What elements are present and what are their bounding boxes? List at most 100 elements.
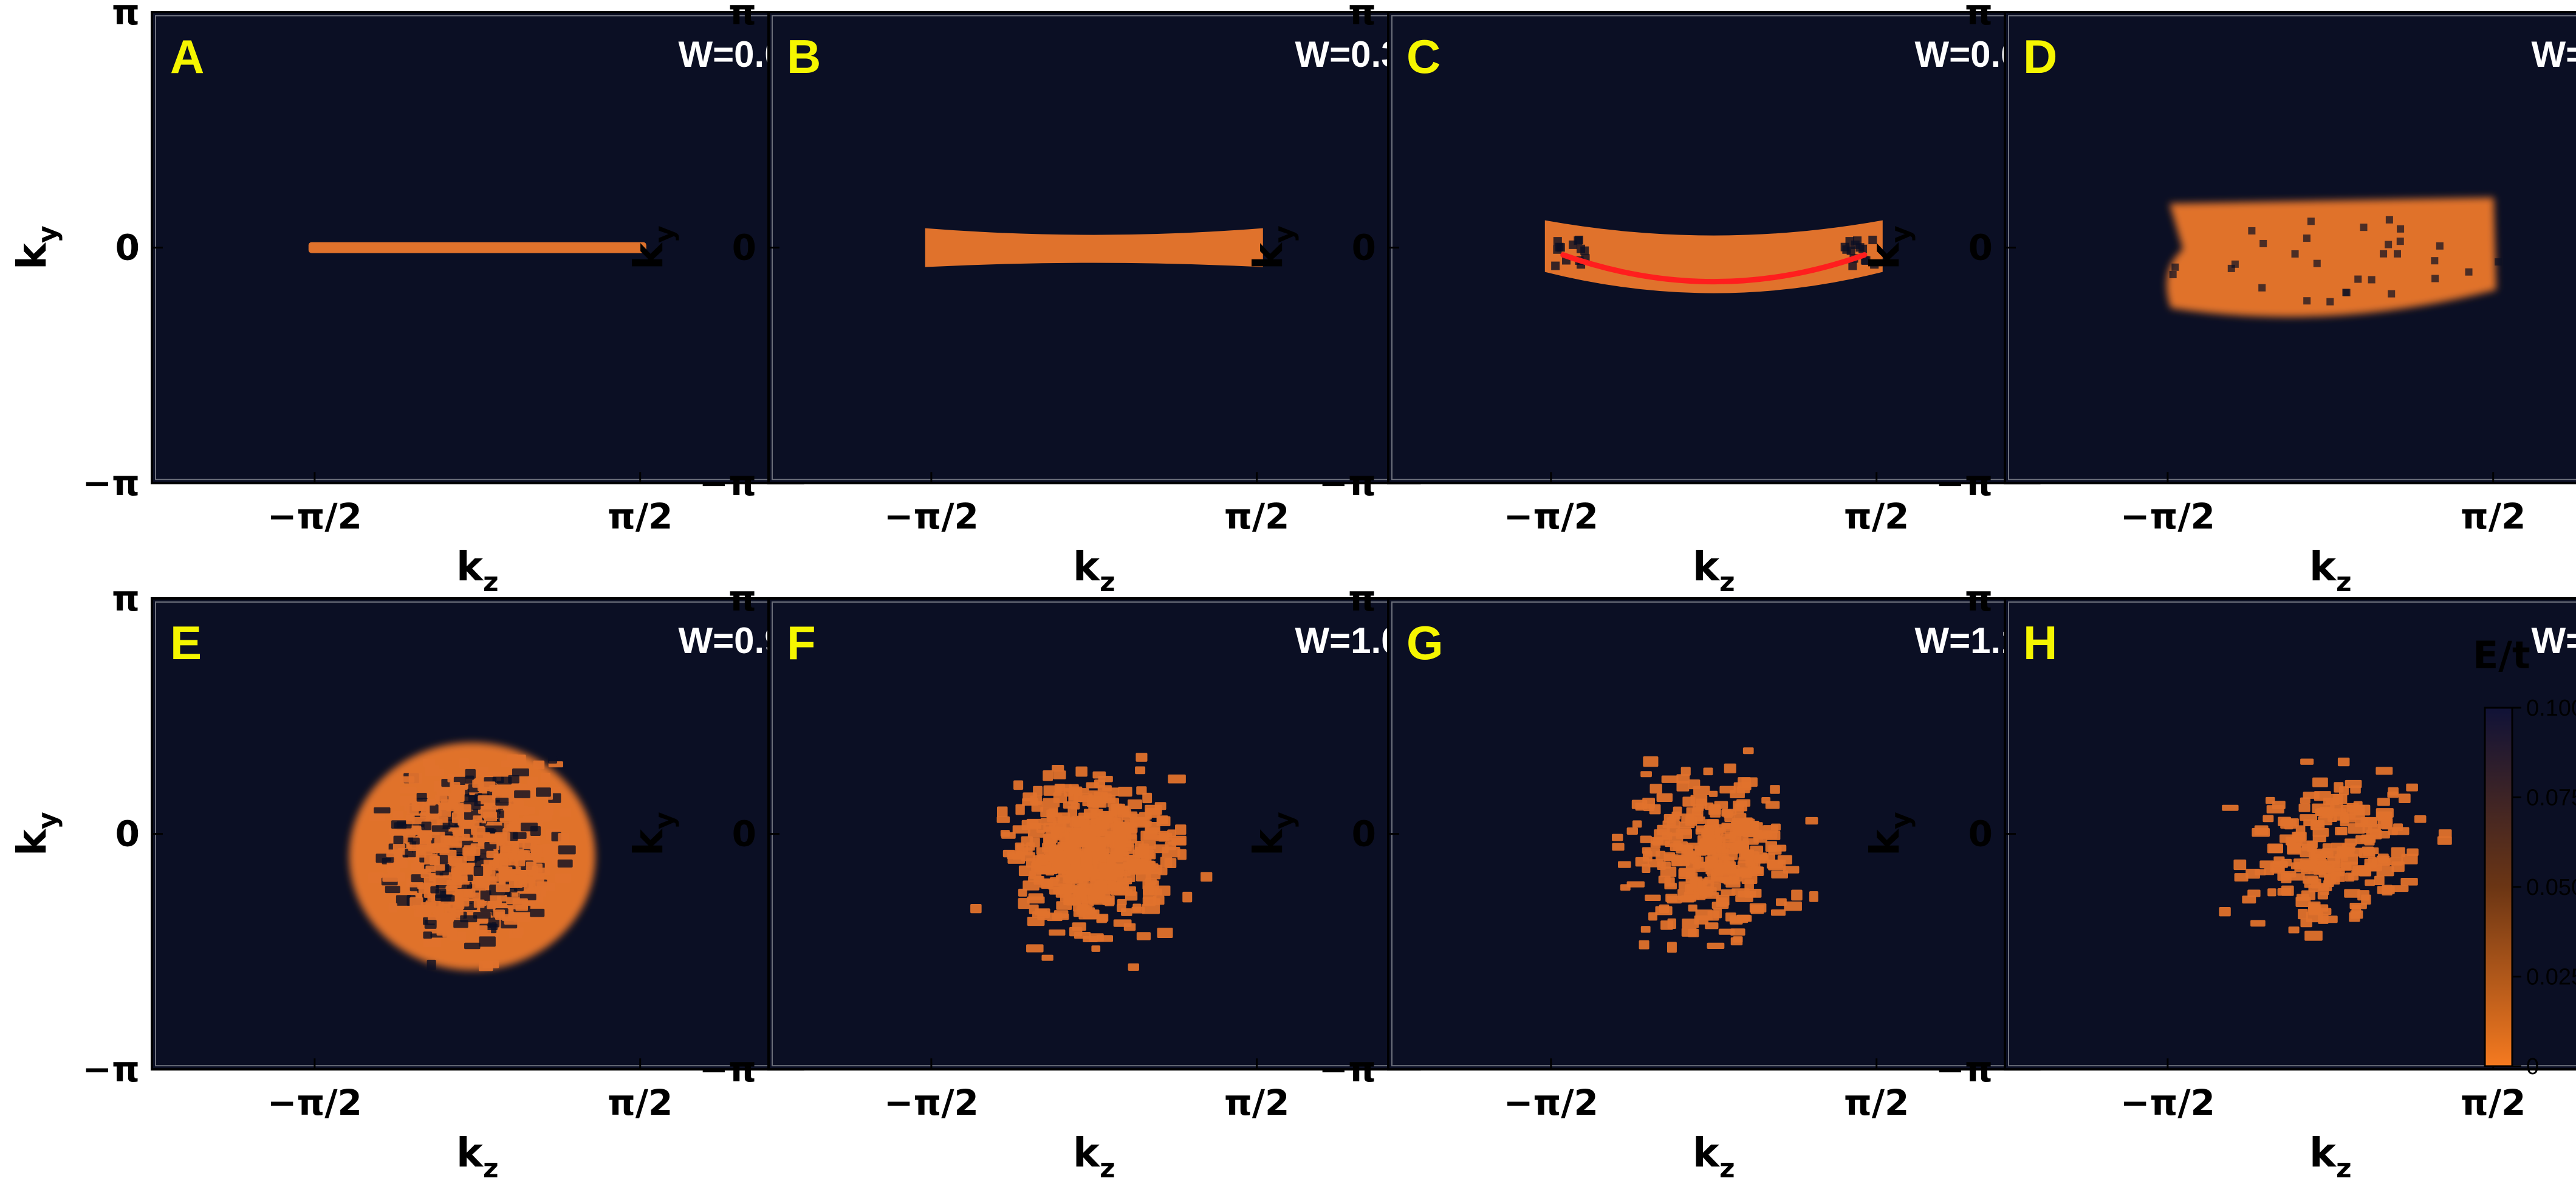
state-cell [2340, 863, 2352, 871]
state-cell [1744, 889, 1762, 898]
state-cell [393, 835, 403, 844]
state-cell [1015, 804, 1025, 815]
y-tick-label: 0 [115, 227, 140, 269]
state-cell [558, 833, 570, 843]
gap-cell [2368, 276, 2376, 284]
state-cell [514, 790, 530, 798]
panel-w-label: W=0.6 [1915, 34, 2021, 75]
state-cell [495, 832, 510, 843]
state-map [1612, 747, 1818, 953]
state-cell [1744, 879, 1754, 890]
state-cell [1031, 860, 1041, 869]
state-cell [386, 861, 400, 872]
state-cell [2377, 798, 2390, 806]
y-axis-label: ky [9, 225, 63, 270]
x-tick-label: −π/2 [1504, 496, 1598, 537]
state-cell [1086, 782, 1100, 789]
state-map [2167, 197, 2502, 317]
state-cell [1713, 908, 1722, 919]
state-cell [423, 938, 442, 947]
state-cell [1706, 887, 1717, 896]
state-cell [1768, 844, 1787, 852]
state-cell [2362, 818, 2377, 825]
x-axis-label-sub: z [1100, 567, 1115, 598]
gap-cell [2388, 290, 2396, 298]
state-cell [1784, 901, 1802, 911]
state-cell [1688, 779, 1701, 790]
state-cell [464, 942, 481, 950]
gap-cell [1870, 260, 1879, 269]
y-axis-label-main: k [625, 828, 672, 856]
y-tick-label: 0 [1968, 813, 1993, 855]
state-cell [1168, 774, 1186, 784]
state-cell [473, 899, 485, 908]
state-cell [1069, 855, 1081, 865]
state-cell [2301, 890, 2316, 900]
state-cell [430, 804, 439, 814]
state-cell [2272, 801, 2286, 809]
state-cell [423, 877, 436, 886]
state-cell [970, 904, 982, 914]
state-cell [538, 809, 553, 820]
state-cell [2358, 848, 2376, 858]
state-cell [1617, 861, 1631, 868]
gap-cell [2431, 257, 2439, 265]
y-tick-label: π [1965, 578, 1993, 619]
y-axis-label: ky [1245, 812, 1300, 856]
state-cell [1021, 852, 1035, 861]
gap-cell [2171, 263, 2179, 271]
y-axis-label: ky [9, 812, 63, 856]
state-cell [382, 875, 399, 882]
x-axis-label: kz [456, 1129, 499, 1181]
state-cell [451, 872, 468, 881]
y-axis-label-sub: y [649, 225, 680, 243]
state-cell [436, 926, 451, 936]
state-cell [1643, 756, 1659, 767]
state-cell [1736, 869, 1746, 877]
state-cell [369, 814, 385, 822]
state-cell [2281, 885, 2294, 896]
state-cell [1013, 780, 1024, 790]
state-cell [501, 846, 518, 857]
x-axis-label-sub: z [2336, 567, 2352, 598]
y-tick-label: π [112, 578, 140, 619]
gap-cell [2303, 234, 2311, 242]
state-cell [1612, 843, 1625, 851]
state-cell [482, 960, 499, 968]
state-cell [526, 861, 537, 872]
gap-cell [2326, 298, 2334, 306]
state-cell [495, 798, 509, 806]
state-cell [1143, 898, 1160, 905]
state-cell [487, 902, 496, 909]
state-cell [1667, 918, 1676, 929]
y-axis-label-sub: y [32, 812, 63, 829]
state-band [308, 242, 646, 253]
colorbar-tick-label: 0.025 [2526, 965, 2576, 990]
y-tick-label: 0 [115, 813, 140, 855]
state-cell [1073, 904, 1088, 912]
state-cell [1016, 844, 1028, 855]
state-cell [2300, 758, 2314, 765]
state-cell [1111, 885, 1122, 896]
state-cell [1074, 840, 1086, 847]
state-cell [2219, 907, 2231, 917]
x-axis-label-main: k [1693, 543, 1721, 590]
state-cell [1681, 928, 1697, 937]
state-cell [499, 858, 509, 869]
state-cell [2381, 820, 2393, 830]
state-cell [2222, 804, 2239, 811]
state-cell [512, 768, 529, 776]
state-cell [1650, 841, 1661, 849]
state-cell [451, 812, 461, 823]
state-cell [1654, 829, 1670, 840]
state-map [925, 228, 1263, 267]
state-cell [416, 793, 427, 802]
state-cell [430, 855, 440, 866]
state-cell [1063, 801, 1078, 809]
y-tick-label: 0 [732, 813, 756, 855]
state-cell [2350, 785, 2361, 794]
state-cell [386, 849, 400, 858]
x-tick-label: −π/2 [2120, 1082, 2215, 1123]
state-cell [2284, 871, 2297, 878]
